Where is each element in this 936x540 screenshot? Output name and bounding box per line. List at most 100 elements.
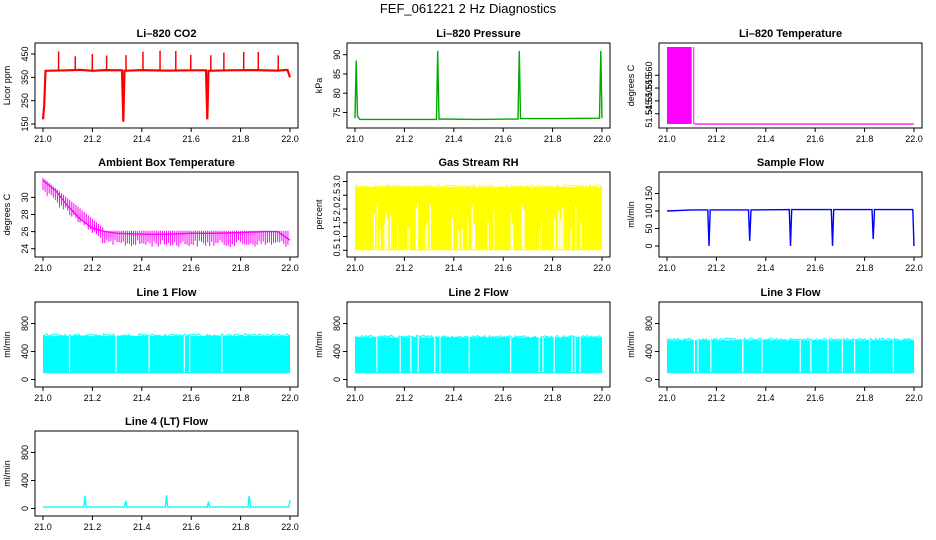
panel-line2: Line 2 Flow ml/min 21.0 21.2 21.4 21.6 21.8 22.… bbox=[314, 287, 611, 403]
y-tick-label: 150 bbox=[20, 116, 30, 131]
x-tick-label: 21.0 bbox=[346, 393, 364, 403]
series-line bbox=[41, 68, 292, 122]
y-tick-label: 450 bbox=[20, 46, 30, 61]
x-tick-label: 21.6 bbox=[806, 263, 824, 273]
x-tick-label: 21.2 bbox=[84, 134, 102, 144]
x-tick-label: 21.6 bbox=[182, 522, 200, 532]
x-tick-label: 21.2 bbox=[84, 393, 102, 403]
x-tick-label: 22.0 bbox=[281, 263, 299, 273]
x-tick-label: 21.0 bbox=[658, 263, 676, 273]
panel-title: Line 2 Flow bbox=[449, 287, 509, 299]
y-axis-label: ml/min bbox=[626, 331, 636, 358]
y-tick-label: 1.0 bbox=[332, 230, 342, 243]
series-band bbox=[43, 336, 290, 374]
x-tick-label: 21.6 bbox=[494, 393, 512, 403]
x-tick-label: 22.0 bbox=[905, 393, 923, 403]
x-tick-label: 21.0 bbox=[34, 522, 52, 532]
x-tick-label: 21.2 bbox=[396, 134, 414, 144]
y-tick-label: 51.550 bbox=[644, 87, 654, 115]
panel-box-temp: Ambient Box Temperature degrees C 21.0 21.2… bbox=[2, 157, 299, 273]
panel-title: Sample Flow bbox=[757, 157, 825, 169]
x-tick-label: 21.8 bbox=[232, 134, 250, 144]
y-tick-label: 150 bbox=[644, 186, 654, 201]
y-tick-label: 2.5 bbox=[332, 189, 342, 202]
x-tick-label: 21.8 bbox=[544, 134, 562, 144]
y-axis-label: kPa bbox=[314, 78, 324, 94]
panel-title: Ambient Box Temperature bbox=[98, 157, 235, 169]
x-tick-label: 21.4 bbox=[445, 134, 463, 144]
y-tick-label: 100 bbox=[644, 203, 654, 218]
panel-line4: Line 4 (LT) Flow ml/min 21.0 21.2 21.4 21.6 21… bbox=[2, 416, 299, 532]
panel-pressure: Li–820 Pressure kPa 21.0 21.2 21.4 21.6 21.8 22… bbox=[314, 28, 611, 144]
x-tick-label: 21.6 bbox=[182, 134, 200, 144]
x-tick-label: 21.0 bbox=[346, 134, 364, 144]
x-tick-label: 22.0 bbox=[281, 522, 299, 532]
x-tick-label: 21.2 bbox=[396, 393, 414, 403]
y-tick-label: 0 bbox=[644, 243, 654, 248]
series-edge bbox=[354, 334, 603, 340]
panel-title: Li–820 Pressure bbox=[436, 28, 520, 40]
panel-co2: Li–820 CO2 Licor ppm 21.0 21.2 21.4 21.6 21.8 2… bbox=[2, 28, 299, 144]
y-axis-label: ml/min bbox=[2, 460, 12, 487]
panel-title: Line 1 Flow bbox=[137, 287, 197, 299]
y-tick-label: 250 bbox=[20, 93, 30, 108]
x-tick-label: 21.0 bbox=[34, 134, 52, 144]
series-edge bbox=[354, 183, 603, 189]
plot-frame bbox=[346, 171, 611, 258]
figure-title: FEF_061221 2 Hz Diagnostics bbox=[379, 1, 557, 16]
x-tick-label: 21.8 bbox=[232, 393, 250, 403]
series-line bbox=[43, 495, 291, 508]
x-tick-label: 21.2 bbox=[708, 263, 726, 273]
x-tick-label: 21.4 bbox=[445, 263, 463, 273]
x-tick-label: 21.6 bbox=[182, 393, 200, 403]
panel-title: Gas Stream RH bbox=[438, 157, 518, 169]
y-tick-label: 400 bbox=[20, 473, 30, 488]
x-tick-label: 21.6 bbox=[806, 134, 824, 144]
y-tick-label: 50 bbox=[644, 223, 654, 233]
x-tick-label: 21.4 bbox=[445, 393, 463, 403]
y-axis-label: ml/min bbox=[314, 331, 324, 358]
x-tick-label: 21.8 bbox=[856, 393, 874, 403]
series-line bbox=[666, 208, 915, 247]
y-axis-label: degrees C bbox=[2, 193, 12, 235]
panel-line1: Line 1 Flow ml/min 21.0 21.2 21.4 21.6 21.8 22.… bbox=[2, 287, 299, 403]
panel-sample-flow: Sample Flow ml/min 21.0 21.2 21.4 21.6 21.8 22.… bbox=[626, 157, 923, 273]
x-tick-label: 22.0 bbox=[281, 134, 299, 144]
plot-frame bbox=[658, 42, 923, 129]
panel-line3: Line 3 Flow ml/min 21.0 21.2 21.4 21.6 21.8 22.… bbox=[626, 287, 923, 403]
plot-frame bbox=[658, 171, 923, 258]
plot-frame bbox=[658, 301, 923, 388]
y-axis-label: percent bbox=[314, 199, 324, 230]
y-tick-label: 51.555 bbox=[644, 74, 654, 102]
y-tick-label: 51.560 bbox=[644, 61, 654, 89]
x-tick-label: 21.8 bbox=[856, 134, 874, 144]
y-axis-label: ml/min bbox=[2, 331, 12, 358]
y-axis-label: ml/min bbox=[626, 201, 636, 228]
x-tick-label: 22.0 bbox=[905, 134, 923, 144]
series-edge bbox=[666, 337, 915, 343]
x-tick-label: 22.0 bbox=[593, 393, 611, 403]
x-tick-label: 21.8 bbox=[544, 393, 562, 403]
y-tick-label: 800 bbox=[20, 316, 30, 331]
x-tick-label: 21.4 bbox=[133, 134, 151, 144]
x-tick-label: 21.2 bbox=[396, 263, 414, 273]
y-tick-label: 800 bbox=[644, 316, 654, 331]
y-tick-label: 85 bbox=[332, 69, 342, 79]
y-tick-label: 3.0 bbox=[332, 175, 342, 188]
x-tick-label: 21.4 bbox=[133, 393, 151, 403]
y-tick-label: 0 bbox=[644, 377, 654, 382]
panel-title: Li–820 Temperature bbox=[739, 28, 842, 40]
plot-frame bbox=[346, 42, 611, 129]
x-tick-label: 21.2 bbox=[84, 522, 102, 532]
series-line bbox=[354, 50, 603, 121]
x-tick-label: 21.6 bbox=[806, 393, 824, 403]
panel-title: Line 4 (LT) Flow bbox=[125, 416, 208, 428]
x-tick-label: 21.2 bbox=[84, 263, 102, 273]
y-tick-label: 2.0 bbox=[332, 203, 342, 216]
y-tick-label: 400 bbox=[332, 344, 342, 359]
x-tick-label: 21.8 bbox=[232, 522, 250, 532]
x-tick-label: 22.0 bbox=[905, 263, 923, 273]
x-tick-label: 21.0 bbox=[658, 134, 676, 144]
plot-frame bbox=[34, 42, 299, 129]
